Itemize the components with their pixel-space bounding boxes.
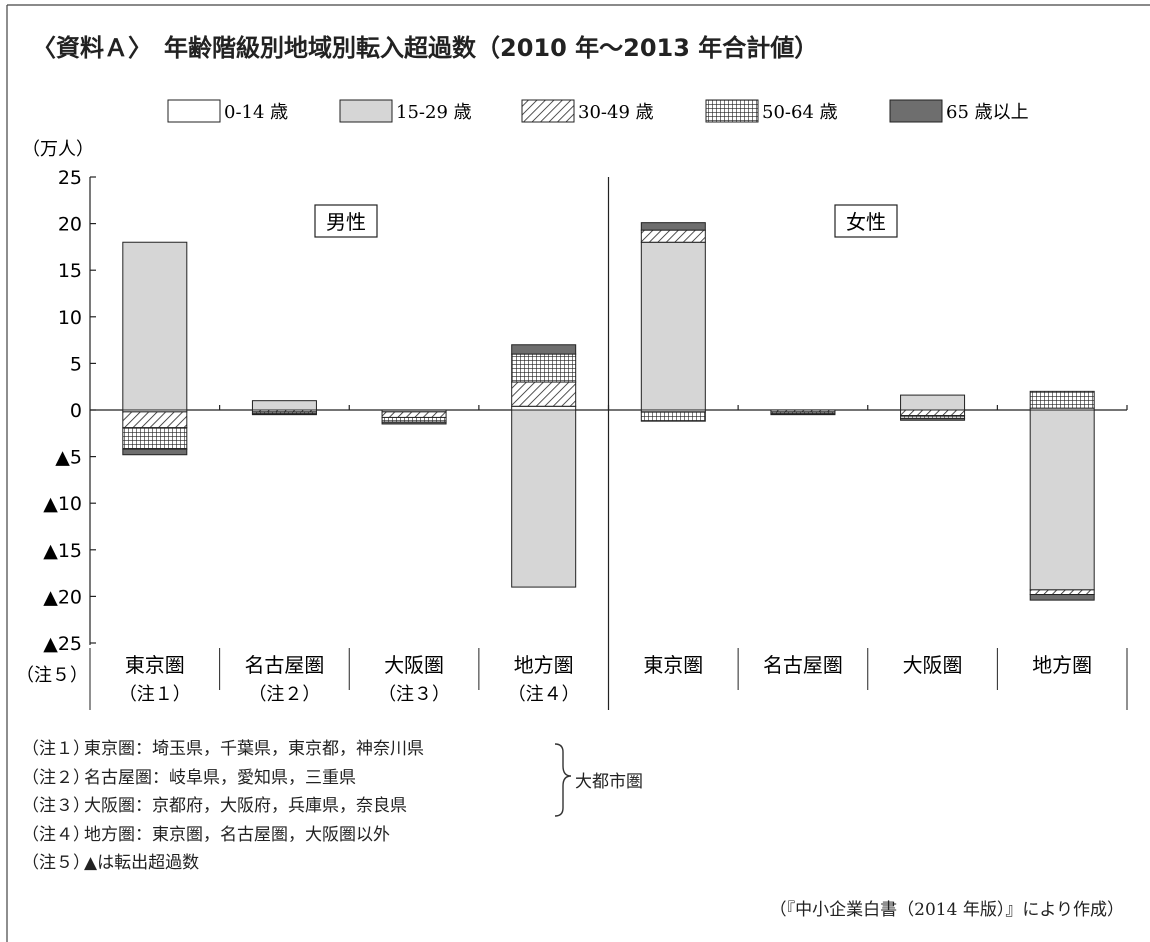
bars xyxy=(122,222,1095,601)
bar-c2-s5 xyxy=(251,413,317,416)
bar-c3-s4 xyxy=(381,416,447,423)
bar-c5-s3 xyxy=(640,229,706,243)
note-1: （注１） 東京圏：埼玉県，千葉県，東京都，神奈川県 xyxy=(22,735,424,764)
legend-label-1: 0-14 歳 xyxy=(224,102,288,123)
note-2-text: 名古屋圏：岐阜県，愛知県，三重県 xyxy=(84,767,356,788)
y-axis-note-label: （注５） xyxy=(16,665,88,686)
bar-c4-s2 xyxy=(511,409,577,588)
y-tick-label-6: 0 xyxy=(70,400,82,422)
y-tick-label-3: 15 xyxy=(58,260,82,282)
legend-label-2: 15-29 歳 xyxy=(396,102,472,123)
bar-c7-s2 xyxy=(900,394,966,411)
y-tick-label-2: 20 xyxy=(58,214,82,236)
bar-c8-s3 xyxy=(1029,589,1095,596)
legend-swatch-2 xyxy=(339,99,393,123)
legend-swatch-5 xyxy=(889,99,943,123)
panel-label-male-text: 男性 xyxy=(326,210,366,234)
y-tick-label-9: ▲15 xyxy=(43,540,82,562)
chart-title: 〈資料Ａ〉 年齢階級別地域別転入超過数（2010 年〜2013 年合計値） xyxy=(32,34,819,62)
y-tick-label-4: 10 xyxy=(58,307,82,329)
category-label-5: 東京圏 xyxy=(643,653,703,677)
category-note-3: （注３） xyxy=(378,684,450,705)
bar-c7-s3 xyxy=(900,409,966,417)
note-1-key: （注１） xyxy=(22,739,90,759)
category-note-1: （注１） xyxy=(119,684,191,705)
note-4: （注４） 地方圏：東京圏，名古屋圏，大阪圏以外 xyxy=(22,821,424,850)
legend-swatch-3 xyxy=(521,99,575,123)
note-3: （注３） 大阪圏：京都府，大阪府，兵庫県，奈良県 xyxy=(22,792,424,821)
bar-c8-s4 xyxy=(1029,390,1095,409)
panel-label-male-box xyxy=(314,204,378,238)
y-tick-label-11: ▲25 xyxy=(43,633,82,655)
note-4-text: 地方圏：東京圏，名古屋圏，大阪圏以外 xyxy=(84,824,390,845)
legend-label-3: 30-49 歳 xyxy=(578,102,654,123)
panel-label-female: 女性 xyxy=(834,204,898,238)
category-label-7: 大阪圏 xyxy=(903,653,963,677)
bar-c4-s5 xyxy=(511,344,577,355)
y-tick-label-7: ▲5 xyxy=(55,447,82,469)
category-label-4: 地方圏 xyxy=(514,653,574,677)
bar-c4-s1 xyxy=(511,405,577,411)
bar-c7-s5 xyxy=(900,417,966,421)
note-5: （注５） ▲は転出超過数 xyxy=(22,849,424,878)
note-4-key: （注４） xyxy=(22,824,90,845)
bar-c1-s4 xyxy=(122,427,188,450)
y-unit-label: （万人） xyxy=(22,139,94,160)
metro-area-label: 大都市圏 xyxy=(575,772,643,792)
category-labels: 東京圏 （注１） 名古屋圏 （注２） 大阪圏 （注３） 地方圏 （注４） 東京圏 名古屋圏 大阪圏 地… xyxy=(89,648,1128,710)
bar-c6-s5 xyxy=(770,413,836,416)
panel-label-female-box xyxy=(834,204,898,238)
category-label-1: 東京圏 xyxy=(125,653,185,677)
bar-c1-s3 xyxy=(122,411,188,429)
y-tick-label-10: ▲20 xyxy=(43,586,82,608)
legend-swatch-4 xyxy=(705,99,759,123)
note-2-key: （注２） xyxy=(22,767,90,788)
notes-list: （注１） 東京圏：埼玉県，千葉県，東京都，神奈川県 （注２） 名古屋圏：岐阜県，… xyxy=(22,735,424,878)
panel-label-female-text: 女性 xyxy=(846,210,886,234)
legend-item-5: 65 歳以上 xyxy=(889,99,1029,123)
category-note-4: （注４） xyxy=(508,684,580,705)
category-label-6: 名古屋圏 xyxy=(763,653,843,677)
legend-label-4: 50-64 歳 xyxy=(762,102,838,123)
legend-item-1: 0-14 歳 xyxy=(167,99,288,123)
note-1-text: 東京圏：埼玉県，千葉県，東京都，神奈川県 xyxy=(84,739,424,759)
bar-c8-s2 xyxy=(1029,409,1095,591)
source-citation: （『中小企業白書（2014 年版）』により作成） xyxy=(769,900,1124,920)
category-note-2: （注２） xyxy=(248,684,320,705)
legend-item-3: 30-49 歳 xyxy=(521,99,654,123)
note-5-key: （注５） xyxy=(22,853,90,873)
y-tick-label-1: 25 xyxy=(58,167,82,189)
legend-item-2: 15-29 歳 xyxy=(339,99,472,123)
legend: 0-14 歳 15-29 歳 30-49 歳 50-64 歳 65 歳以上 xyxy=(167,99,1029,123)
bar-c3-s5 xyxy=(381,421,447,425)
y-tick-label-8: ▲10 xyxy=(43,493,82,515)
bar-c5-s4 xyxy=(640,411,706,422)
category-label-3: 大阪圏 xyxy=(384,653,444,677)
legend-label-5: 65 歳以上 xyxy=(946,102,1029,123)
bar-c2-s2 xyxy=(251,400,317,411)
metro-brace xyxy=(554,743,572,817)
bar-c1-s2 xyxy=(122,241,188,411)
legend-swatch-1 xyxy=(167,99,221,123)
note-3-text: 大阪圏：京都府，大阪府，兵庫県，奈良県 xyxy=(84,796,407,816)
panel-label-male: 男性 xyxy=(314,204,378,238)
bar-c5-s2 xyxy=(640,241,706,411)
bar-c3-s3 xyxy=(381,411,447,418)
note-2: （注２） 名古屋圏：岐阜県，愛知県，三重県 xyxy=(22,764,424,793)
bar-c5-s5 xyxy=(640,222,706,231)
category-label-8: 地方圏 xyxy=(1032,653,1092,677)
bar-c4-s4 xyxy=(511,353,577,383)
note-5-text: ▲は転出超過数 xyxy=(84,853,200,873)
note-3-key: （注３） xyxy=(22,796,90,816)
category-label-2: 名古屋圏 xyxy=(244,653,324,677)
y-tick-label-5: 5 xyxy=(70,353,82,375)
bar-c4-s3 xyxy=(511,381,577,407)
bar-c8-s5 xyxy=(1029,594,1095,601)
legend-item-4: 50-64 歳 xyxy=(705,99,838,123)
bar-c1-s5 xyxy=(122,448,188,456)
